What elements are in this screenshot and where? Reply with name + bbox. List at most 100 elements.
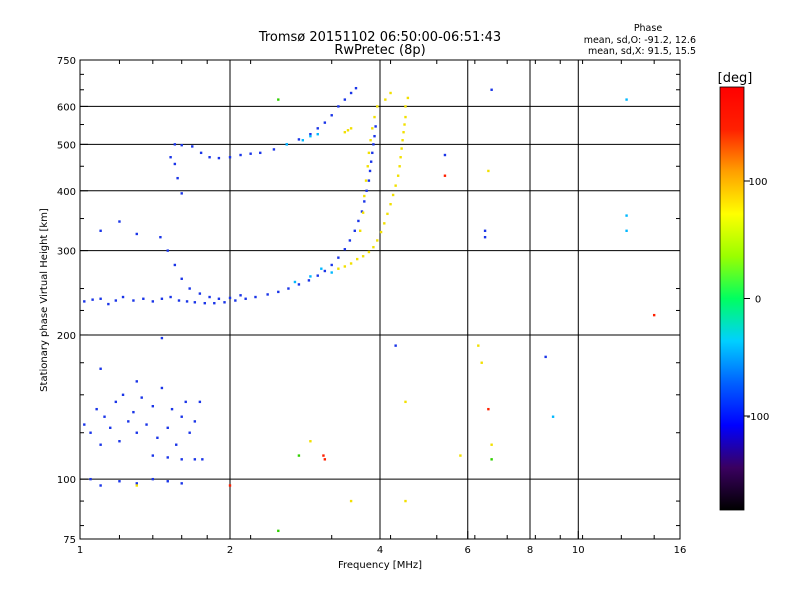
data-point — [173, 143, 177, 146]
data-point — [625, 98, 628, 101]
data-point — [177, 299, 181, 302]
data-point — [277, 290, 280, 294]
data-point — [180, 482, 183, 485]
data-point — [343, 131, 347, 134]
data-point — [322, 454, 325, 457]
x-tick-label: 4 — [377, 545, 383, 556]
data-point — [383, 222, 386, 225]
data-point — [376, 239, 379, 242]
data-point — [103, 415, 106, 418]
data-point — [193, 458, 197, 461]
phase-stats-heading: Phase — [634, 23, 663, 34]
colorbar-ticks: 100 0 -100 — [744, 177, 769, 423]
data-point — [396, 174, 400, 177]
data-point — [287, 287, 290, 290]
data-point — [297, 454, 301, 457]
data-point — [95, 407, 98, 411]
data-point — [91, 298, 94, 301]
data-point — [301, 139, 305, 142]
data-point — [443, 174, 447, 177]
data-point — [166, 456, 169, 459]
data-point — [99, 229, 102, 232]
data-point — [459, 454, 462, 457]
data-point — [293, 280, 297, 284]
data-point — [151, 405, 155, 408]
data-point — [316, 127, 319, 130]
data-point — [330, 114, 333, 117]
data-point — [544, 355, 547, 359]
axis-ticks: 1 2 4 6 8 10 16 75 100 200 300 400 500 600 750 — [57, 56, 686, 556]
data-point — [337, 267, 340, 270]
data-point — [404, 499, 407, 503]
data-point — [309, 134, 312, 138]
data-point — [266, 293, 269, 296]
data-point — [160, 297, 164, 300]
data-point — [355, 257, 359, 261]
data-point — [323, 121, 327, 124]
phase-stats-o: mean, sd,O: -91.2, 12.6 — [584, 35, 696, 46]
data-point — [185, 300, 189, 303]
data-point — [386, 212, 389, 216]
data-point — [346, 129, 350, 132]
data-point — [198, 292, 202, 295]
data-point — [99, 443, 102, 446]
data-point — [285, 143, 288, 146]
data-point — [399, 156, 402, 159]
data-point — [357, 219, 360, 223]
data-point — [330, 263, 333, 267]
data-point — [394, 184, 397, 187]
grid-lines — [80, 60, 680, 539]
data-point — [173, 162, 177, 166]
data-point — [272, 148, 276, 151]
data-point — [118, 440, 121, 443]
data-point — [199, 151, 203, 155]
data-points — [83, 86, 656, 533]
data-point — [625, 214, 628, 217]
data-point — [652, 313, 656, 317]
data-point — [353, 229, 356, 232]
data-point — [371, 127, 374, 130]
data-point — [404, 115, 407, 119]
data-point — [180, 143, 183, 147]
data-point — [343, 98, 347, 101]
data-point — [191, 145, 194, 148]
data-point — [367, 151, 371, 155]
y-tick-label: 300 — [57, 247, 76, 258]
data-point — [121, 393, 125, 397]
data-point — [83, 300, 86, 303]
x-tick-label: 2 — [227, 545, 233, 556]
data-point — [228, 156, 232, 159]
plot-frame — [79, 59, 681, 540]
data-point — [400, 147, 403, 150]
data-point — [483, 229, 487, 232]
data-point — [349, 262, 353, 265]
data-point — [404, 400, 407, 404]
data-point — [160, 386, 164, 390]
data-point — [394, 344, 397, 347]
data-point — [188, 287, 191, 290]
data-point — [159, 235, 162, 239]
data-point — [398, 165, 401, 168]
data-point — [135, 431, 138, 434]
colorbar: [deg] 100 0 -100 — [718, 71, 769, 511]
data-point — [107, 302, 110, 306]
data-point — [188, 431, 191, 434]
data-point — [363, 194, 366, 198]
data-point — [180, 192, 183, 195]
data-point — [354, 86, 358, 90]
data-point — [404, 105, 407, 108]
y-axis-label: Stationary phase Virtual Height [km] — [39, 208, 50, 392]
data-point — [367, 250, 371, 254]
data-point — [228, 296, 232, 300]
data-point — [254, 295, 257, 299]
data-point — [403, 123, 406, 126]
y-tick-label: 500 — [57, 140, 76, 151]
data-point — [307, 279, 311, 282]
data-point — [99, 367, 102, 370]
data-point — [483, 235, 487, 239]
data-point — [366, 165, 369, 168]
data-point — [114, 400, 118, 404]
data-point — [166, 426, 169, 430]
data-point — [372, 245, 375, 249]
